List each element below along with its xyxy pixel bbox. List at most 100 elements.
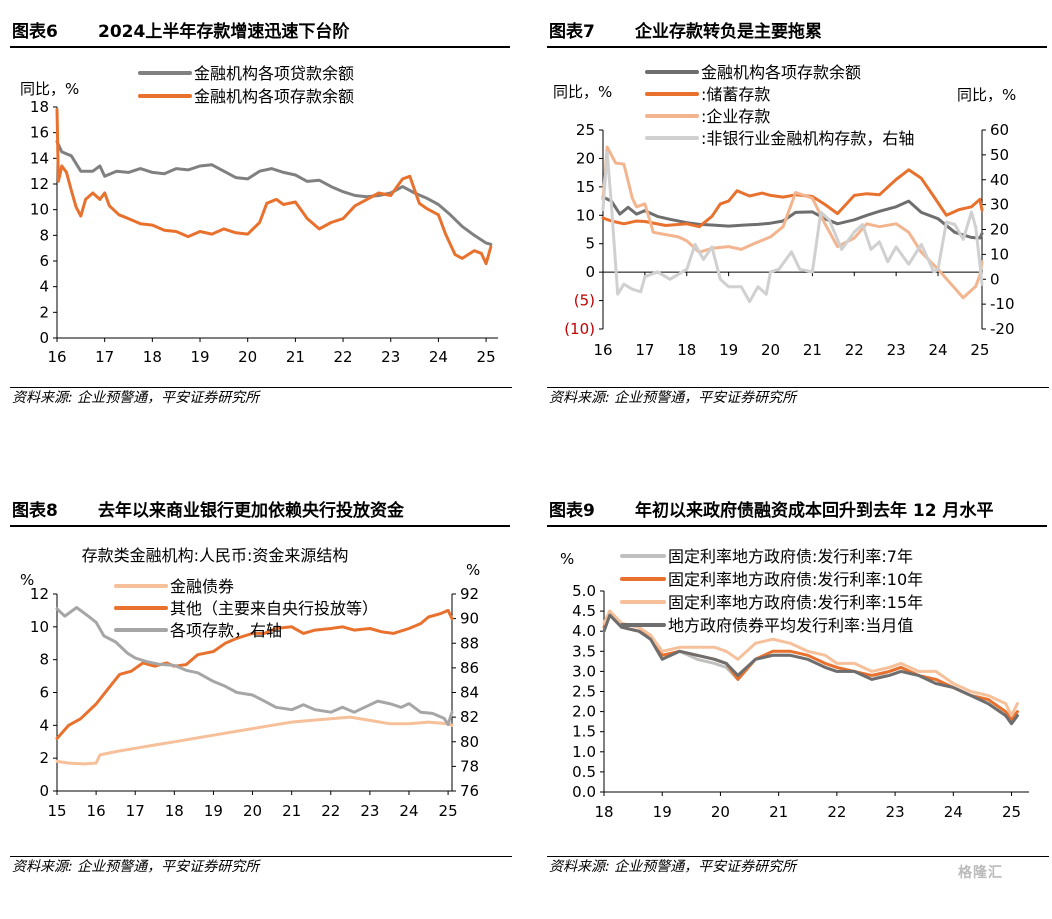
figure-source: 资料来源: 企业预警通，平安证券研究所 [10, 856, 512, 877]
figure-number: 图表6 [12, 22, 58, 42]
x-tick-label: 17 [126, 802, 145, 820]
y-right-tick-label: 88 [460, 634, 479, 652]
series-line-4 [601, 150, 984, 304]
x-tick-label: 16 [47, 348, 66, 366]
y-axis-label: % [560, 550, 574, 568]
y-right-tick-label: 90 [460, 610, 479, 628]
y-tick-label: 10 [30, 201, 49, 219]
y-tick-label: 2.5 [572, 683, 596, 701]
y-right-tick-label: 84 [460, 684, 479, 702]
y-tick-label: 3.5 [572, 642, 596, 660]
y-tick-label: 18 [30, 98, 49, 116]
y-tick-label: 3.0 [572, 662, 596, 680]
legend-label: 固定利率地方政府债:发行利率:15年 [668, 593, 923, 612]
x-tick-label: 22 [845, 341, 864, 359]
y-tick-label: 2.0 [572, 703, 596, 721]
x-tick-label: 21 [769, 803, 788, 821]
figure-header: 图表6 2024上半年存款增速迅速下台阶 [10, 20, 510, 48]
figure-number: 图表9 [549, 501, 595, 521]
y-tick-label: 0.5 [572, 763, 596, 781]
y-right-tick-label: -10 [990, 295, 1015, 313]
series-line-3 [55, 606, 454, 726]
y-tick-label: 0 [39, 329, 49, 347]
figure-header: 图表8 去年以来商业银行更加依赖央行投放资金 [10, 499, 510, 527]
x-tick-label: 23 [887, 341, 906, 359]
series-line-3 [601, 145, 984, 300]
y-right-tick-label: 76 [460, 782, 479, 800]
x-tick-label: 18 [143, 348, 162, 366]
y-tick-label: 2 [39, 749, 49, 767]
x-tick-label: 23 [886, 803, 905, 821]
x-tick-label: 17 [95, 348, 114, 366]
y-tick-label: 20 [576, 149, 595, 167]
y-right-tick-label: 60 [990, 121, 1009, 139]
figure-header: 图表7 企业存款转负是主要拖累 [547, 20, 1047, 48]
series-line-1 [601, 195, 984, 240]
y-tick-label: 2 [39, 303, 49, 321]
y-tick-label: 0 [39, 782, 49, 800]
x-tick-label: 20 [238, 348, 257, 366]
series-line-2 [55, 108, 493, 266]
y-tick-label: 8 [39, 226, 49, 244]
x-tick-label: 20 [711, 803, 730, 821]
y-axis-right-label: 同比，% [957, 86, 1016, 104]
legend-label: :非银行业金融机构存款，右轴 [701, 129, 914, 148]
x-tick-label: 19 [204, 802, 223, 820]
legend-label: 金融机构各项存款余额 [194, 87, 354, 106]
y-right-tick-label: -20 [990, 320, 1015, 338]
figure-title: 去年以来商业银行更加依赖央行投放资金 [98, 501, 404, 521]
x-tick-label: 21 [282, 802, 301, 820]
figure-number: 图表7 [549, 22, 595, 42]
y-right-tick-label: 80 [460, 733, 479, 751]
legend-label: 固定利率地方政府债:发行利率:7年 [668, 547, 913, 566]
y-tick-label: 6 [39, 252, 49, 270]
y-tick-label: 4 [39, 716, 49, 734]
figure-title: 2024上半年存款增速迅速下台阶 [98, 22, 350, 42]
series-line-1 [55, 715, 454, 766]
figure-panel-9: 图表9 年初以来政府债融资成本回升到去年 12 月水平 0.0 0.5 1.0 1.5 2… [547, 499, 1049, 919]
y-right-tick-label: 40 [990, 171, 1009, 189]
legend-label: :储蓄存款 [701, 85, 770, 104]
y-right-tick-label: 78 [460, 757, 479, 775]
x-tick-label: 22 [334, 348, 353, 366]
x-tick-label: 25 [477, 348, 496, 366]
chart-title: 存款类金融机构:人民币:资金来源结构 [82, 546, 349, 565]
x-tick-label: 17 [635, 341, 654, 359]
series-line-2 [601, 168, 984, 229]
x-tick-label: 23 [381, 348, 400, 366]
x-tick-label: 19 [719, 341, 738, 359]
y-right-tick-label: 82 [460, 708, 479, 726]
x-tick-label: 21 [803, 341, 822, 359]
y-right-tick-label: 50 [990, 146, 1009, 164]
x-tick-label: 25 [439, 802, 458, 820]
legend-label: :企业存款 [701, 107, 770, 126]
x-tick-label: 24 [399, 802, 418, 820]
y-tick-label: 14 [30, 149, 49, 167]
legend-label: 金融机构各项贷款余额 [194, 64, 354, 83]
series-line-4 [602, 613, 1019, 726]
figure-header: 图表9 年初以来政府债融资成本回升到去年 12 月水平 [547, 499, 1047, 527]
figure-panel-7: 图表7 企业存款转负是主要拖累 (10) (5) 0 5 10 15 20 25 -20 -10 0 1… [547, 20, 1049, 440]
y-tick-label: 0 [585, 263, 595, 281]
legend-label: 地方政府债券平均发行利率:当月值 [668, 616, 913, 635]
y-axis-right-label: % [466, 561, 480, 579]
legend-label: 金融债券 [170, 577, 234, 596]
x-tick-label: 18 [677, 341, 696, 359]
x-tick-label: 21 [286, 348, 305, 366]
x-tick-label: 20 [761, 341, 780, 359]
x-tick-label: 16 [87, 802, 106, 820]
x-tick-label: 18 [165, 802, 184, 820]
y-tick-label: (5) [574, 292, 595, 310]
chart-bond-rates: 0.0 0.5 1.0 1.5 2.0 2.5 3.0 3.5 4.0 4.5 5.0 18 19 20 2… [560, 547, 1029, 821]
x-tick-label: 25 [970, 341, 989, 359]
y-tick-label: 6 [39, 684, 49, 702]
figure-panel-8: 图表8 去年以来商业银行更加依赖央行投放资金 0 2 4 6 8 10 12 76 78 80 82 8… [10, 499, 512, 919]
y-axis-label: % [20, 571, 34, 589]
y-tick-label: 4.5 [572, 602, 596, 620]
x-tick-label: 24 [944, 803, 963, 821]
watermark-logo: 格隆汇 [958, 865, 1003, 881]
y-right-tick-label: 86 [460, 659, 479, 677]
y-tick-label: 16 [30, 124, 49, 142]
figure-source: 资料来源: 企业预警通，平安证券研究所 [547, 856, 1049, 877]
